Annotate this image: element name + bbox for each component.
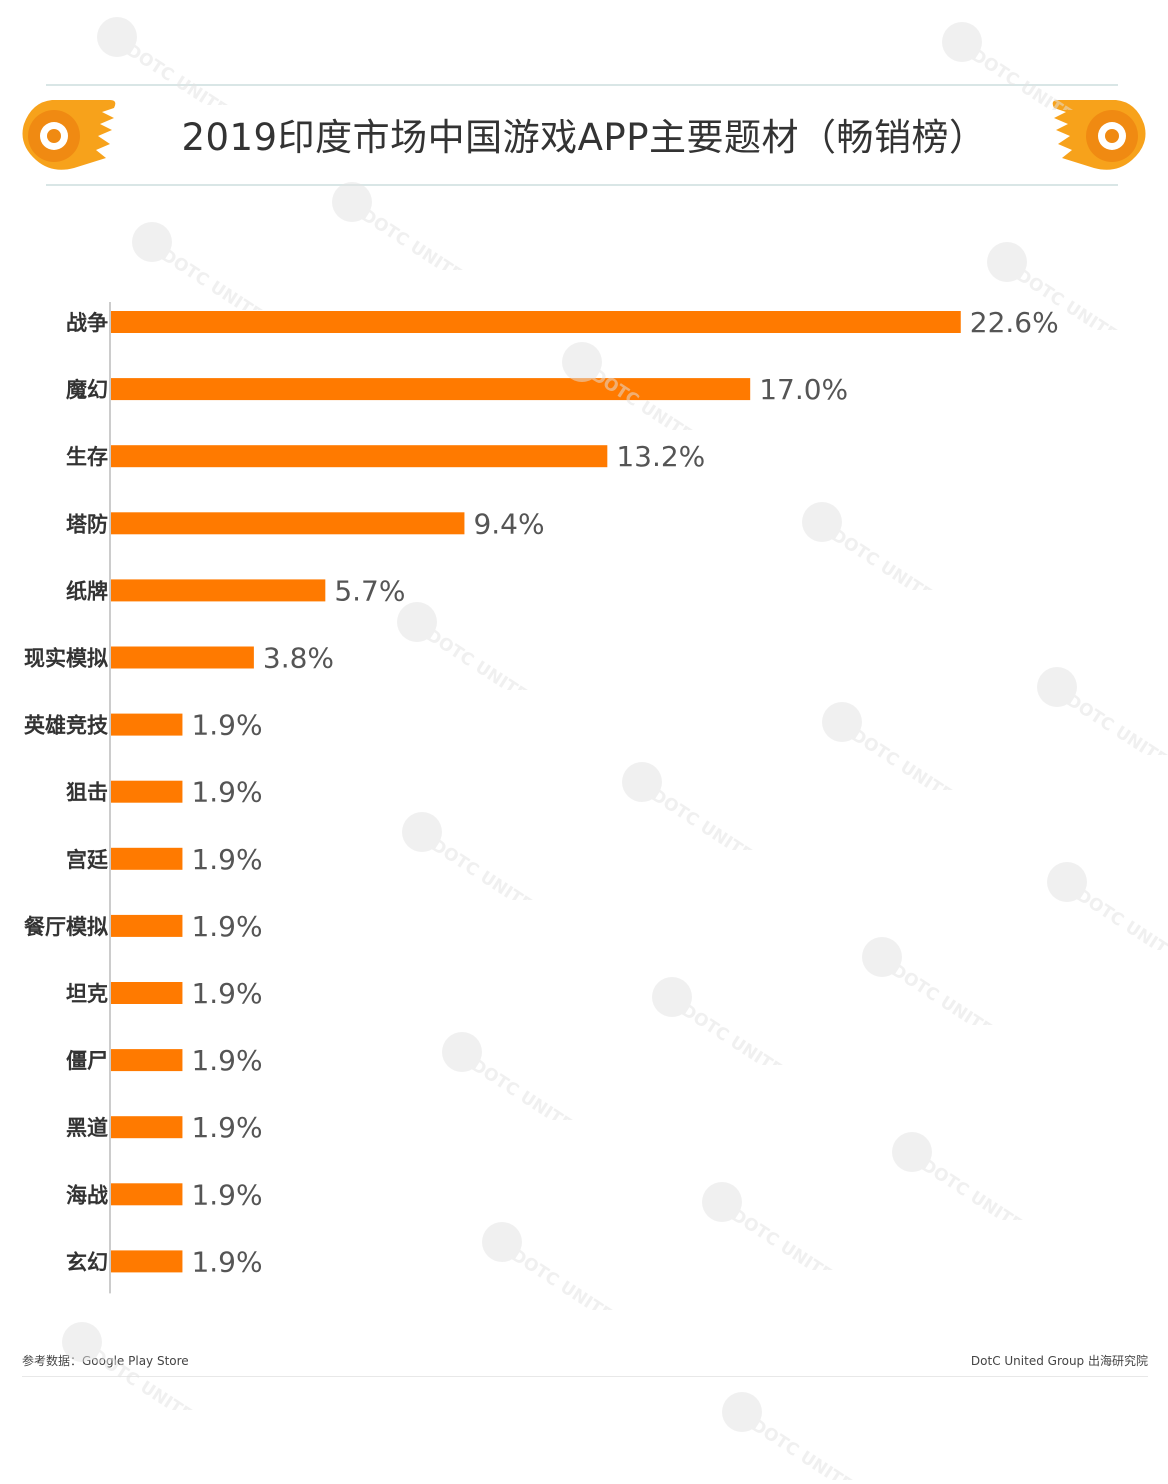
value-label: 1.9%	[191, 977, 262, 1010]
bar	[111, 1116, 183, 1139]
source-note: 参考数据：Google Play Store	[22, 1354, 189, 1368]
category-label: 生存	[66, 445, 108, 469]
bar	[111, 847, 183, 870]
bar	[111, 713, 183, 736]
category-label: 狙击	[66, 781, 108, 805]
value-label: 17.0%	[759, 373, 848, 406]
value-label: 22.6%	[970, 306, 1059, 339]
bar	[111, 579, 326, 602]
category-label: 宫廷	[66, 848, 109, 872]
orange-eye-right-icon	[1050, 98, 1154, 178]
header-top-rule	[46, 84, 1118, 86]
watermark: DOTC UNITED	[330, 180, 477, 293]
brand-credit: DotC United Group 出海研究院	[970, 1354, 1148, 1368]
bar	[111, 914, 183, 937]
category-label: 塔防	[66, 512, 108, 536]
bar	[111, 646, 254, 669]
value-label: 1.9%	[191, 1044, 262, 1077]
chart-title: 2019印度市场中国游戏APP主要题材（畅销榜）	[181, 116, 987, 159]
category-label: 魔幻	[66, 378, 108, 402]
svg-text:DOTC UNITED: DOTC UNITED	[357, 205, 470, 270]
bar-chart: 战争 22.6% 魔幻 17.0% 生存 13.2% 塔防 9.4% 纸牌 5.7% 现实模拟 3.8…	[24, 302, 1059, 1294]
value-label: 1.9%	[191, 709, 262, 742]
bar	[111, 1250, 183, 1273]
category-label: 餐厅模拟	[24, 915, 108, 939]
value-label: 9.4%	[473, 507, 544, 540]
header-bottom-rule	[46, 184, 1118, 186]
category-label: 纸牌	[66, 579, 108, 603]
category-label: 黑道	[66, 1116, 108, 1140]
value-label: 1.9%	[191, 776, 262, 809]
bar	[111, 1049, 183, 1072]
category-label: 英雄竞技	[24, 714, 109, 738]
category-label: 坦克	[66, 982, 108, 1006]
bar	[111, 982, 183, 1004]
bar	[111, 780, 183, 803]
category-label: 僵尸	[66, 1049, 108, 1073]
category-label: 战争	[66, 311, 108, 335]
footer-rule	[22, 1376, 1148, 1377]
bar	[111, 512, 465, 535]
svg-text:DOTC UNITED: DOTC UNITED	[747, 1415, 860, 1480]
orange-eye-left-icon	[14, 98, 118, 178]
value-label: 3.8%	[263, 642, 334, 675]
value-label: 1.9%	[191, 1245, 262, 1278]
value-label: 5.7%	[334, 574, 405, 607]
svg-text:DOTC UNITED: DOTC UNITED	[122, 40, 235, 105]
category-label: 现实模拟	[24, 647, 108, 671]
bar	[111, 378, 751, 401]
category-label: 海战	[66, 1183, 108, 1207]
watermark: DOTC UNITED	[95, 15, 242, 128]
value-label: 1.9%	[191, 843, 262, 876]
value-label: 13.2%	[616, 440, 705, 473]
value-label: 1.9%	[191, 910, 262, 943]
value-label: 1.9%	[191, 1111, 262, 1144]
bar	[111, 311, 961, 333]
bar	[111, 445, 608, 468]
bar	[111, 1183, 183, 1206]
value-label: 1.9%	[191, 1178, 262, 1211]
watermark: DOTC UNITED	[720, 1390, 867, 1484]
category-label: 玄幻	[66, 1250, 108, 1274]
